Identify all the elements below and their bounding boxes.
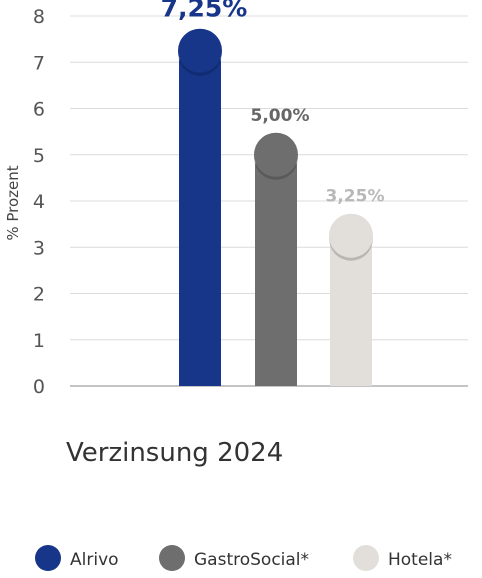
bar-value-label: 7,25%: [161, 0, 248, 23]
bar-value-label: 3,25%: [326, 187, 385, 207]
bar: [330, 225, 372, 386]
legend-item: Hotela*: [353, 545, 452, 571]
y-tick-label: 3: [33, 237, 45, 259]
y-axis-label: % Prozent: [4, 165, 22, 240]
y-tick-label: 5: [33, 145, 45, 167]
legend-swatch: [35, 545, 61, 571]
legend-swatch: [353, 545, 379, 571]
y-tick-label: 0: [33, 376, 45, 398]
bar-knob: [329, 213, 373, 258]
y-tick-label: 7: [33, 52, 45, 74]
legend-label: Hotela*: [388, 550, 452, 570]
bars: 7,25% 5,00% 3,25%: [161, 0, 385, 386]
legend: Alrivo GastroSocial* Hotela*: [35, 545, 452, 571]
bar: [255, 144, 297, 386]
y-tick-label: 2: [33, 284, 45, 306]
legend-swatch: [159, 545, 185, 571]
y-tick-label: 8: [33, 6, 45, 28]
bar-group: 7,25%: [161, 0, 248, 386]
bar-group: 3,25%: [326, 187, 385, 386]
legend-item: GastroSocial*: [159, 545, 309, 571]
y-axis-ticks: 0 1 2 3 4 5 6 7 8: [33, 6, 45, 398]
legend-label: Alrivo: [70, 550, 119, 570]
bar-knob: [254, 132, 298, 177]
bar: [179, 40, 221, 386]
x-axis-title: Verzinsung 2024: [66, 438, 283, 468]
legend-item: Alrivo: [35, 545, 119, 571]
y-tick-label: 4: [33, 191, 45, 213]
y-tick-label: 6: [33, 99, 45, 121]
bar-knob: [178, 28, 222, 73]
bar-group: 5,00%: [251, 106, 310, 386]
bar-value-label: 5,00%: [251, 106, 310, 126]
y-tick-label: 1: [33, 330, 45, 352]
legend-label: GastroSocial*: [194, 550, 309, 570]
